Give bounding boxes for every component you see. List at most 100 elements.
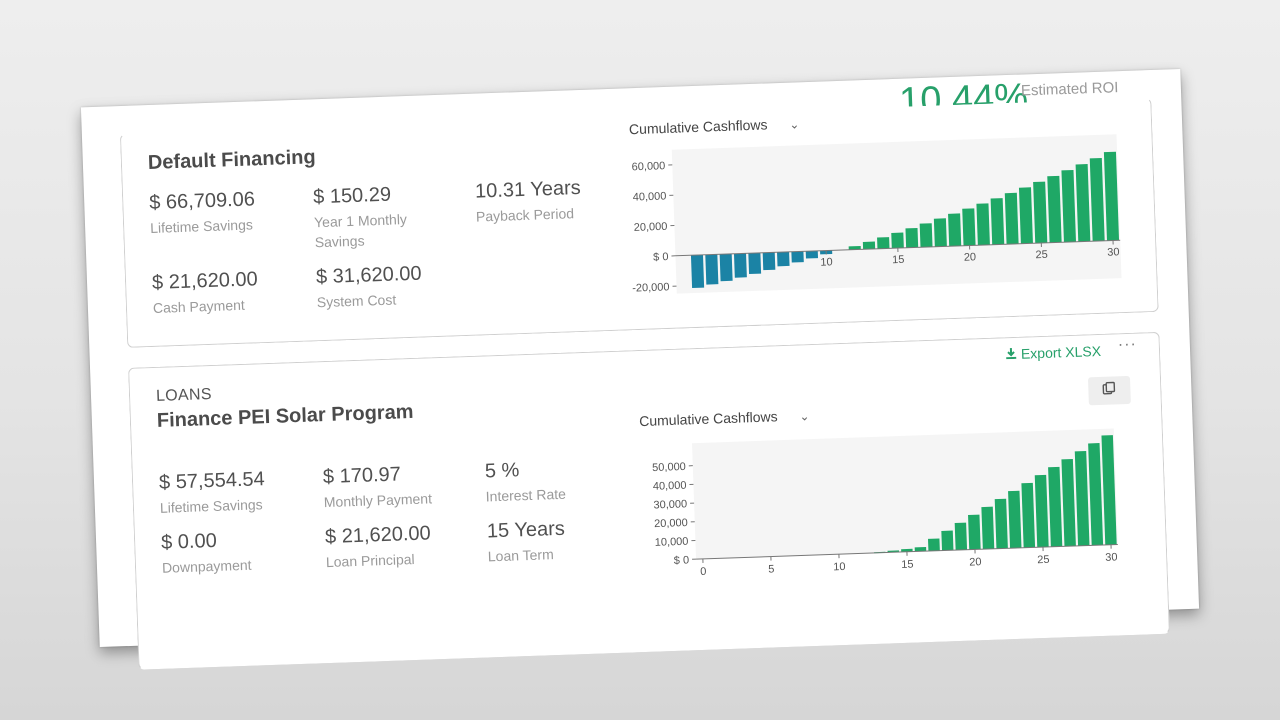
export-xlsx-button[interactable]: Export XLSX (1005, 343, 1101, 362)
metric-payback-period: 10.31 Years Payback Period (475, 177, 582, 227)
bar (1018, 187, 1033, 244)
copy-button[interactable] (1087, 375, 1131, 406)
metric-system-cost: $ 31,620.00 System Cost (316, 263, 423, 313)
bar (705, 254, 719, 285)
y-tick-label: -20,000 (632, 281, 670, 294)
bar (981, 506, 995, 550)
bar (941, 530, 954, 551)
y-tick-label: $ 0 (653, 251, 669, 264)
metric-label: Interest Rate (485, 485, 567, 505)
bar (791, 251, 804, 263)
chart-type-dropdown[interactable]: Cumulative Cashflows ⌄ (639, 407, 810, 429)
bar (927, 538, 940, 552)
metric-value: $ 21,620.00 (151, 268, 259, 294)
x-tick-label: 5 (768, 563, 775, 575)
x-tick-label: 25 (1035, 249, 1048, 261)
metric-label: Loan Term (487, 546, 554, 565)
report-page: 10.44% Estimated ROI Default Financing $… (80, 68, 1200, 670)
bar (962, 208, 976, 246)
bar (777, 251, 790, 267)
card-title: Default Financing (147, 146, 316, 175)
y-tick-label: 40,000 (633, 190, 667, 203)
bar (1088, 443, 1104, 546)
bar (1048, 466, 1063, 547)
bar (719, 253, 733, 282)
x-tick-label: 30 (1107, 246, 1120, 258)
x-tick-label: 25 (1037, 554, 1050, 566)
y-tick-label: $ 0 (674, 554, 690, 567)
bar (733, 253, 747, 278)
x-tick-label: 10 (833, 561, 846, 573)
bar (891, 232, 904, 249)
metric-monthly-payment: $ 170.97 Monthly Payment (323, 462, 433, 512)
y-tick-label: 60,000 (631, 160, 665, 173)
more-horizontal-icon[interactable]: ··· (1117, 335, 1138, 354)
chevron-down-icon: ⌄ (789, 117, 800, 132)
metric-value: $ 150.29 (312, 183, 392, 209)
cumulative-cashflow-chart: $ 0 10,000 20,000 30,000 40,000 50,000 0 5 10 15 2… (652, 428, 1118, 578)
metric-value: 10.31 Years (474, 176, 582, 203)
chart-type-label: Cumulative Cashflows (638, 408, 778, 430)
y-tick-label: 40,000 (653, 480, 687, 493)
bar (933, 218, 947, 247)
x-tick-label: 0 (700, 566, 707, 578)
bar (976, 203, 990, 246)
metric-label: Lifetime Savings (149, 216, 254, 237)
bar (1089, 157, 1105, 242)
metric-downpayment: $ 0.00 Downpayment (161, 529, 252, 578)
metric-lifetime-savings: $ 66,709.06 Lifetime Savings (149, 188, 256, 238)
bar (954, 522, 968, 551)
metric-label: System Cost (316, 291, 397, 311)
bar (1047, 175, 1062, 243)
metric-value: $ 66,709.06 (148, 188, 256, 215)
metric-value: 15 Years (486, 517, 566, 543)
bar (1034, 474, 1049, 548)
bar (1008, 490, 1022, 549)
metric-loan-principal: $ 21,620.00 Loan Principal (325, 522, 432, 572)
metric-value: $ 57,554.54 (158, 468, 266, 494)
metric-value: $ 21,620.00 (324, 522, 432, 549)
metric-value: $ 0.00 (160, 529, 218, 554)
loan-card: Export XLSX ··· LOANS Finance PEI Solar … (128, 331, 1170, 670)
bar (914, 547, 927, 552)
chevron-down-icon: ⌄ (799, 409, 810, 424)
metric-lifetime-savings: $ 57,554.54 Lifetime Savings (159, 468, 266, 518)
chart-type-label: Cumulative Cashflows (628, 116, 768, 138)
roi-label: Estimated ROI (1020, 79, 1119, 100)
metric-cash-payment: $ 21,620.00 Cash Payment (152, 268, 259, 318)
bar (762, 252, 776, 271)
bar (1061, 458, 1076, 547)
bar (1021, 482, 1036, 548)
y-tick-label: 20,000 (654, 517, 688, 530)
bar (901, 548, 913, 553)
bar (1074, 451, 1090, 546)
copy-icon (1101, 380, 1118, 402)
bar (1061, 170, 1076, 243)
bar (1075, 164, 1091, 242)
bar (805, 250, 819, 259)
bar (1103, 151, 1120, 241)
bar (862, 241, 876, 250)
bar (877, 237, 890, 249)
metric-value: $ 170.97 (322, 463, 402, 489)
bar (1101, 435, 1117, 545)
bar (1033, 181, 1048, 244)
x-tick-label: 20 (964, 251, 977, 263)
bar (919, 223, 933, 248)
metric-year1-monthly-savings: $ 150.29 Year 1 Monthly Savings (313, 182, 425, 252)
bar (1004, 192, 1019, 245)
metric-interest-rate: 5 % Interest Rate (484, 458, 566, 507)
metric-label: Monthly Payment (323, 490, 433, 511)
metric-value: 5 % (484, 459, 520, 483)
metric-label: Year 1 Monthly Savings (313, 211, 408, 251)
metric-label: Downpayment (161, 556, 252, 576)
x-tick-label: 15 (892, 254, 905, 266)
bar (948, 213, 962, 247)
cumulative-cashflow-chart: -20,000 $ 0 20,000 40,000 60,000 10 15 20 25 30 (631, 134, 1122, 295)
y-tick-label: 20,000 (634, 221, 668, 234)
metric-value: $ 31,620.00 (315, 262, 422, 289)
chart-type-dropdown[interactable]: Cumulative Cashflows ⌄ (629, 115, 800, 137)
metric-label: Payback Period (475, 205, 575, 225)
metric-loan-term: 15 Years Loan Term (487, 518, 566, 567)
y-tick-label: 30,000 (653, 498, 687, 511)
